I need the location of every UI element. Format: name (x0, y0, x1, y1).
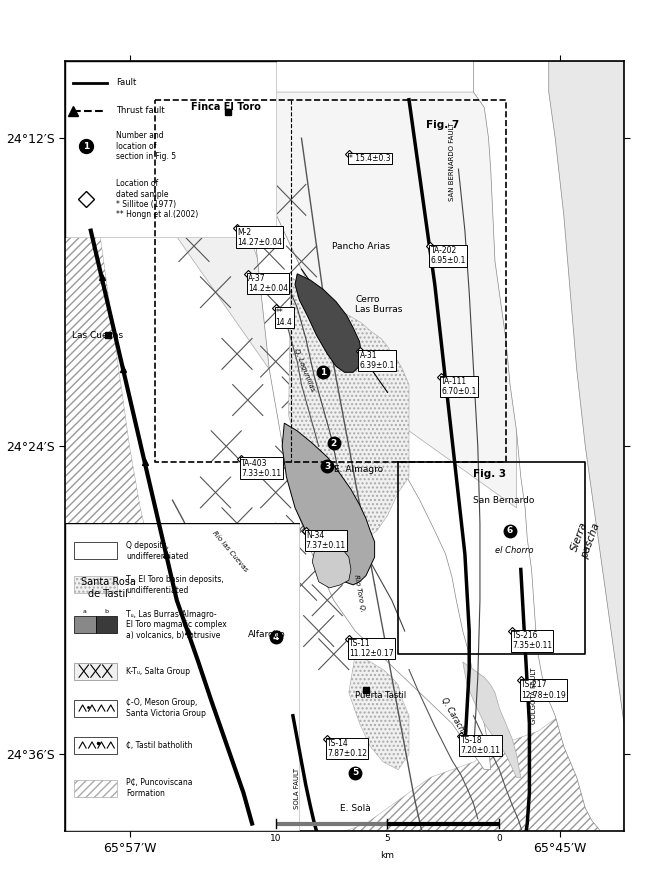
Text: E. Almagro: E. Almagro (333, 465, 383, 474)
Text: GOLGOTA FAULT: GOLGOTA FAULT (530, 668, 537, 724)
Text: SOLA FAULT: SOLA FAULT (294, 767, 300, 808)
Text: TS-217
12.78±0.19: TS-217 12.78±0.19 (521, 681, 566, 700)
Text: 5: 5 (385, 835, 391, 844)
Text: Q. Lagunillas: Q. Lagunillas (293, 348, 315, 392)
Text: Fig. 7: Fig. 7 (426, 120, 460, 130)
Text: Q. Carachi: Q. Carachi (439, 696, 467, 735)
Text: TS-14
7.87±0.12: TS-14 7.87±0.12 (328, 738, 367, 759)
Text: 2: 2 (331, 438, 337, 448)
Text: TS-216
7.35±0.11: TS-216 7.35±0.11 (512, 631, 552, 650)
Text: Santa Rosa
de Tastil: Santa Rosa de Tastil (81, 578, 135, 598)
Text: Fig. 3: Fig. 3 (473, 469, 506, 480)
Polygon shape (349, 654, 409, 770)
Polygon shape (312, 531, 351, 588)
Text: SAN BERNARDO FAULT: SAN BERNARDO FAULT (449, 122, 455, 200)
Polygon shape (549, 61, 624, 724)
Polygon shape (473, 61, 624, 848)
Polygon shape (295, 274, 361, 373)
Text: E. Solà: E. Solà (340, 803, 371, 813)
Text: A-31
6.39±0.1: A-31 6.39±0.1 (359, 351, 395, 370)
Text: N-34
7.37±0.11: N-34 7.37±0.11 (306, 531, 346, 550)
Text: Las Cuevas: Las Cuevas (72, 331, 123, 340)
Text: 3: 3 (324, 462, 330, 471)
Text: **
14.4: ** 14.4 (276, 308, 292, 327)
Text: el Chorro: el Chorro (495, 547, 534, 556)
Text: Finca El Toro: Finca El Toro (191, 102, 261, 112)
Text: TA-403
7.33±0.11: TA-403 7.33±0.11 (241, 458, 281, 478)
Text: San Bernardo: San Bernardo (473, 495, 535, 505)
Text: TS-11
11.12±0.17: TS-11 11.12±0.17 (349, 639, 393, 658)
Text: Pancho Arias: Pancho Arias (332, 242, 389, 250)
Polygon shape (463, 662, 521, 777)
Polygon shape (65, 61, 269, 369)
Text: * 15.4±0.3: * 15.4±0.3 (349, 154, 391, 163)
Text: TA-111
6.70±0.1: TA-111 6.70±0.1 (441, 377, 476, 396)
Text: Alfarcito: Alfarcito (248, 630, 285, 639)
Text: Sierra
pascha: Sierra pascha (569, 517, 602, 560)
Text: 0: 0 (497, 835, 502, 844)
Text: 4: 4 (272, 633, 279, 641)
Text: 1: 1 (320, 368, 326, 377)
Text: M-2
14.27±0.04: M-2 14.27±0.04 (237, 228, 282, 247)
Text: Río las Cuevas: Río las Cuevas (211, 529, 249, 572)
Polygon shape (151, 92, 517, 508)
Text: 5: 5 (352, 768, 358, 777)
Polygon shape (65, 662, 345, 831)
Polygon shape (344, 693, 624, 831)
Text: Río Toro Q.: Río Toro Q. (353, 574, 366, 612)
Text: A-37
14.2±0.04: A-37 14.2±0.04 (248, 274, 288, 293)
Text: Cerro
Las Burras: Cerro Las Burras (356, 295, 402, 314)
Text: Puerta Tastil: Puerta Tastil (356, 691, 406, 700)
Text: km: km (380, 851, 395, 860)
Text: 6: 6 (507, 527, 513, 536)
Text: TA-202
6.95±0.1: TA-202 6.95±0.1 (430, 246, 466, 265)
Text: 10: 10 (270, 835, 281, 844)
Polygon shape (289, 276, 409, 539)
Text: TS-18
7.20±0.11: TS-18 7.20±0.11 (461, 736, 500, 755)
Polygon shape (248, 169, 491, 770)
Polygon shape (282, 424, 374, 584)
Polygon shape (65, 61, 172, 662)
